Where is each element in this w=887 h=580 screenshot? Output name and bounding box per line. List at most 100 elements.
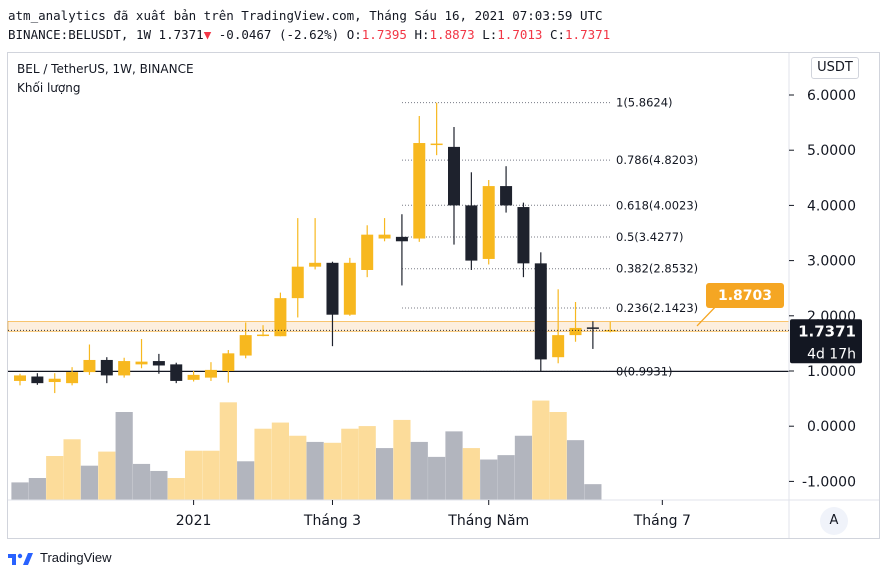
candle-body	[257, 334, 270, 337]
fib-level-label: 0.236(2.1423)	[616, 301, 698, 315]
candle-body	[552, 335, 565, 358]
countdown-value: 4d 17h	[807, 346, 856, 362]
last-value: 1.7371	[158, 27, 204, 42]
high-label: H:	[414, 27, 430, 42]
candle-body	[274, 298, 287, 337]
volume-bar	[132, 463, 151, 500]
auto-scale-button[interactable]: A	[820, 507, 848, 535]
candle-body	[517, 207, 530, 264]
volume-bar	[428, 456, 446, 500]
volume-bar	[375, 448, 394, 500]
candle-body	[465, 205, 478, 261]
close-label: C:	[549, 27, 566, 42]
volume-bar	[289, 435, 307, 500]
candle-body	[291, 266, 304, 299]
volume-bar	[393, 419, 411, 500]
volume-bar	[532, 400, 550, 500]
y-tick-label: 3.0000	[807, 254, 856, 270]
brand-name: TradingView	[40, 550, 112, 565]
volume-bar	[462, 448, 480, 500]
y-tick-label: 6.0000	[807, 88, 856, 104]
candle-body	[586, 327, 599, 329]
fib-level-label: 0.382(2.8532)	[616, 262, 698, 276]
down-arrow-icon: ▼	[203, 27, 212, 42]
x-tick-label: Tháng 3	[303, 513, 361, 529]
symbol-label[interactable]: BINANCE:BELUSDT,	[8, 27, 129, 42]
y-tick-label: 1.0000	[807, 364, 856, 380]
last-price-value: 1.7371	[798, 322, 856, 340]
callout-value: 1.8703	[718, 288, 772, 304]
volume-bar	[28, 478, 46, 500]
candle-body	[222, 353, 235, 371]
y-tick-label: 4.0000	[807, 198, 856, 214]
currency-button[interactable]: USDT	[811, 57, 859, 79]
volume-bar	[63, 439, 81, 500]
fib-level-label: 0.618(4.0023)	[616, 198, 698, 212]
open-value: 1.7395	[361, 27, 407, 42]
volume-bar	[358, 426, 376, 500]
footer-brand[interactable]: TradingView	[8, 550, 112, 565]
candle-body	[187, 374, 200, 380]
candle-body	[361, 234, 374, 270]
legend-volume: Khối lượng	[17, 81, 80, 95]
volume-bar	[80, 465, 99, 500]
candle-body	[170, 364, 183, 381]
volume-bar	[11, 482, 29, 500]
candle-body	[14, 375, 26, 381]
candle-body	[395, 236, 408, 242]
volume-bar	[271, 422, 289, 500]
candle-body	[204, 369, 217, 378]
x-tick-label: 2021	[176, 513, 212, 529]
chart-frame	[7, 52, 880, 539]
volume-bar	[410, 441, 428, 500]
interval-label[interactable]: 1W	[135, 27, 152, 42]
volume-bar	[219, 402, 237, 500]
candle-body	[100, 359, 113, 376]
fib-level-label: 0.5(3.4277)	[616, 230, 684, 244]
low-value: 1.7013	[497, 27, 543, 42]
callout-box	[706, 283, 784, 308]
candle-body	[309, 262, 322, 267]
candle-body	[66, 372, 79, 384]
volume-bar	[497, 455, 515, 500]
price-zone	[7, 321, 790, 332]
last-price-box	[790, 319, 862, 364]
candle-body	[135, 361, 148, 365]
ohlc-bar: BINANCE:BELUSDT, 1W 1.7371▼ -0.0467 (-2.…	[8, 27, 610, 42]
candle-body	[534, 263, 547, 360]
candle-body	[569, 327, 582, 336]
candle-body	[326, 262, 339, 315]
volume-bar	[202, 450, 220, 500]
candle-body	[430, 143, 443, 146]
volume-bar	[150, 470, 168, 500]
low-label: L:	[482, 27, 498, 42]
legend-title: BEL / TetherUS, 1W, BINANCE	[17, 62, 194, 76]
candle-body	[378, 234, 391, 239]
y-tick-label: 5.0000	[807, 143, 856, 159]
x-tick-label: Tháng Năm	[447, 513, 529, 529]
y-tick-label: 0.0000	[807, 419, 856, 435]
y-tick-label: -1.0000	[802, 474, 856, 490]
volume-bar	[306, 441, 324, 500]
volume-bar	[341, 428, 359, 500]
candle-body	[239, 335, 252, 356]
fib-level-label: 0.786(4.8203)	[616, 153, 698, 167]
open-label: O:	[346, 27, 362, 42]
candle-body	[31, 376, 44, 384]
change-value: -0.0467 (-2.62%)	[218, 27, 340, 42]
volume-bar	[514, 435, 533, 500]
candle-body	[413, 143, 426, 239]
volume-bar	[167, 478, 185, 500]
volume-bar	[237, 461, 255, 500]
publish-line: atm_analytics đã xuất bản trên TradingVi…	[8, 8, 603, 23]
volume-bar	[115, 412, 133, 500]
volume-bar	[98, 451, 116, 500]
volume-bar	[584, 484, 602, 500]
x-tick-label: Tháng 7	[633, 513, 691, 529]
volume-bar	[445, 431, 463, 500]
candle-body	[500, 186, 513, 206]
candle-body	[604, 330, 617, 332]
volume-bar	[549, 412, 567, 500]
volume-bar	[323, 442, 342, 500]
